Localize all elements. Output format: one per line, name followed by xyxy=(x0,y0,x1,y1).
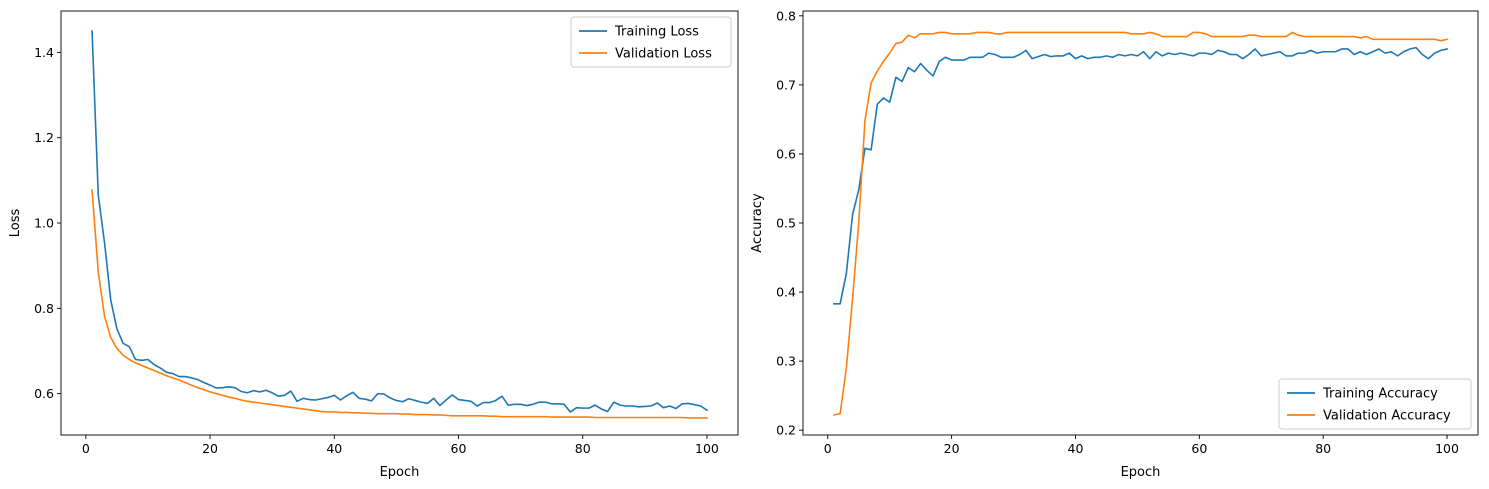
y-axis-label: Loss xyxy=(8,209,23,238)
chart-1: 0 20 40 60 80 100 0.6 0.8 1.0 1.2 1.4 Epoch Loss Trai… xyxy=(8,10,739,480)
x-axis-label: Epoch xyxy=(1121,465,1161,480)
legend-entry: Validation Accuracy xyxy=(1323,409,1451,424)
series-line-1 xyxy=(833,46,1448,305)
x-tick-label: 20 xyxy=(202,441,218,456)
x-tick-label: 20 xyxy=(944,441,960,456)
x-tick-label: 100 xyxy=(1435,441,1459,456)
x-tick-label: 80 xyxy=(1315,441,1331,456)
y-tick-label: 1.2 xyxy=(34,130,54,145)
x-tick-label: 60 xyxy=(451,441,467,456)
x-tick-label: 100 xyxy=(695,441,719,456)
legend: Training Loss Validation Loss xyxy=(570,16,732,68)
series-line-1 xyxy=(91,30,709,413)
y-tick-label: 0.4 xyxy=(776,285,796,300)
series-line-2 xyxy=(91,189,708,419)
legend-box xyxy=(1278,378,1472,430)
x-tick-label: 0 xyxy=(824,441,832,456)
legend-entry: Validation Loss xyxy=(615,47,712,62)
x-tick-label: 80 xyxy=(575,441,591,456)
legend-entry: Training Loss xyxy=(614,25,699,40)
legend: Training Accuracy Validation Accuracy xyxy=(1278,378,1472,430)
x-tick-label: 60 xyxy=(1191,441,1207,456)
y-axis-label: Accuracy xyxy=(750,193,765,253)
y-tick-label: 0.3 xyxy=(776,354,796,369)
y-tick-label: 0.8 xyxy=(34,301,54,316)
legend-entry: Training Accuracy xyxy=(1322,387,1438,402)
plot-frame xyxy=(60,10,739,436)
series-line-2 xyxy=(833,31,1448,416)
chart-2: 0 20 40 60 80 100 0.2 0.3 0.4 0.5 0.6 0.7 0.8 Epoch Ac… xyxy=(750,8,1479,480)
y-tick-label: 1.4 xyxy=(34,45,54,60)
y-tick-label: 0.5 xyxy=(776,216,796,231)
x-tick-label: 0 xyxy=(82,441,90,456)
y-tick-label: 0.7 xyxy=(776,77,796,92)
x-tick-label: 40 xyxy=(1068,441,1084,456)
y-tick-label: 0.2 xyxy=(776,423,796,438)
y-tick-label: 1.0 xyxy=(34,216,54,231)
y-tick-label: 0.8 xyxy=(776,8,796,23)
y-tick-label: 0.6 xyxy=(34,386,54,401)
plot-frame xyxy=(802,10,1479,436)
x-axis-label: Epoch xyxy=(380,465,420,480)
y-tick-label: 0.6 xyxy=(776,146,796,161)
legend-box xyxy=(570,16,732,68)
x-tick-label: 40 xyxy=(326,441,342,456)
